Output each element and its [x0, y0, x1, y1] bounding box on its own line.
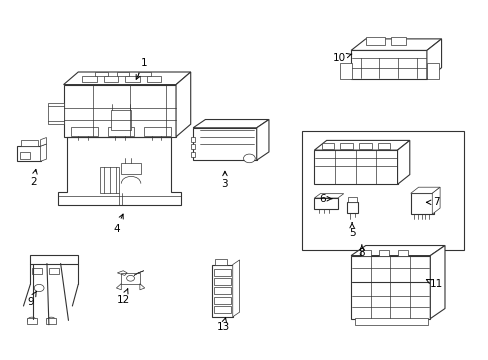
Circle shape: [27, 317, 36, 324]
Bar: [100, 167, 119, 193]
Bar: [190, 152, 194, 157]
Bar: [346, 202, 357, 213]
Text: 1: 1: [136, 58, 147, 79]
Bar: [215, 259, 226, 265]
Polygon shape: [397, 140, 409, 184]
Bar: [340, 143, 352, 149]
Bar: [350, 256, 429, 319]
Bar: [32, 268, 41, 274]
Text: 8: 8: [358, 245, 365, 258]
Text: 10: 10: [333, 53, 351, 63]
Polygon shape: [431, 187, 439, 214]
Bar: [117, 72, 129, 76]
Bar: [379, 250, 388, 256]
Polygon shape: [41, 138, 46, 146]
Bar: [314, 150, 397, 184]
Bar: [95, 72, 107, 76]
Bar: [397, 250, 407, 256]
Bar: [20, 152, 30, 159]
Text: 2: 2: [30, 170, 37, 187]
Bar: [27, 318, 37, 324]
Text: 3: 3: [221, 171, 228, 189]
Polygon shape: [41, 144, 46, 161]
Polygon shape: [314, 194, 343, 198]
Bar: [111, 110, 131, 130]
Polygon shape: [232, 260, 239, 317]
Bar: [48, 103, 64, 124]
Polygon shape: [429, 246, 444, 319]
Polygon shape: [426, 39, 441, 79]
Bar: [321, 143, 334, 149]
Bar: [125, 76, 140, 82]
Bar: [214, 269, 230, 276]
Text: 6: 6: [319, 194, 331, 204]
Bar: [121, 163, 141, 174]
Bar: [63, 85, 176, 137]
Bar: [190, 137, 194, 142]
Bar: [339, 63, 351, 79]
Polygon shape: [314, 140, 409, 150]
Circle shape: [243, 154, 255, 163]
Bar: [214, 287, 230, 294]
Text: 5: 5: [348, 223, 355, 238]
Bar: [358, 143, 371, 149]
Bar: [146, 76, 161, 82]
Circle shape: [47, 317, 56, 324]
Bar: [390, 37, 405, 45]
Polygon shape: [63, 72, 190, 85]
Polygon shape: [176, 72, 190, 137]
Bar: [347, 197, 356, 202]
Bar: [360, 250, 370, 256]
Bar: [377, 143, 389, 149]
Bar: [350, 50, 426, 79]
Bar: [302, 131, 463, 250]
Circle shape: [126, 275, 134, 281]
Bar: [30, 255, 78, 264]
Text: 11: 11: [426, 279, 442, 289]
Bar: [193, 128, 256, 160]
Polygon shape: [350, 246, 444, 256]
Bar: [121, 273, 140, 284]
Bar: [214, 297, 230, 304]
Bar: [144, 127, 171, 136]
Bar: [214, 306, 230, 313]
Bar: [17, 146, 41, 161]
Polygon shape: [193, 120, 268, 128]
Bar: [410, 193, 433, 214]
Text: 4: 4: [113, 214, 123, 234]
Bar: [314, 198, 337, 209]
Bar: [365, 37, 385, 45]
Polygon shape: [410, 187, 439, 193]
Bar: [138, 72, 150, 76]
Bar: [46, 318, 56, 324]
Bar: [82, 76, 97, 82]
Circle shape: [34, 284, 44, 292]
Text: 12: 12: [116, 289, 130, 305]
Bar: [212, 265, 232, 317]
Bar: [426, 63, 438, 79]
Bar: [71, 127, 98, 136]
Bar: [190, 144, 194, 149]
Bar: [49, 268, 59, 274]
Bar: [354, 318, 427, 325]
Bar: [20, 140, 38, 146]
Bar: [214, 278, 230, 285]
Text: 7: 7: [426, 197, 439, 207]
Bar: [107, 127, 134, 136]
Text: 13: 13: [216, 318, 229, 332]
Polygon shape: [350, 39, 441, 50]
Polygon shape: [256, 120, 268, 160]
Text: 9: 9: [27, 291, 36, 307]
Bar: [103, 76, 118, 82]
